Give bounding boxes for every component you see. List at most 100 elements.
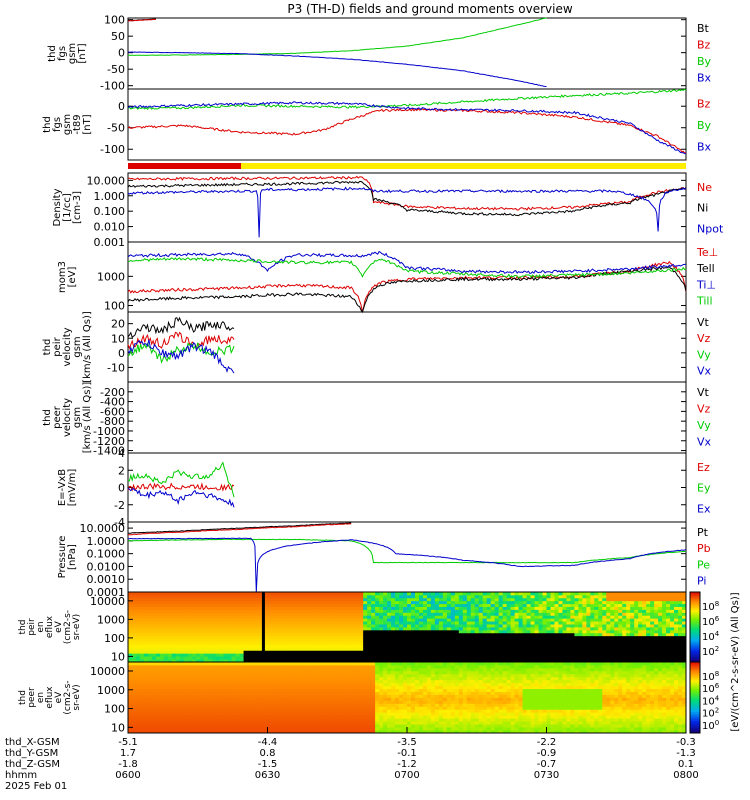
spectrogram-cell [359,691,364,695]
spectrogram-cell [590,644,595,648]
spectrogram-cell [135,697,141,701]
spectrogram-cell [131,664,137,669]
spectrogram-cell [163,712,169,716]
spectrogram-cell [295,664,300,669]
spectrogram-cell [267,694,272,698]
spectrogram-cell [343,679,348,684]
spectrogram-cell [275,700,280,704]
spectrogram-cell [367,653,372,657]
spectrogram-cell [159,694,165,698]
spectrogram-cell [363,624,368,628]
spectrogram-cell [299,712,304,716]
spectrogram-cell [578,600,583,605]
spectrogram-cell [558,629,563,634]
spectrogram-cell [574,647,579,651]
spectrogram-cell [143,709,149,713]
spectrogram-cell [534,600,539,605]
spectrogram-cell [187,718,193,722]
spectrogram-cell [426,638,432,642]
spectrogram-cell [135,709,141,713]
spectrogram-cell [163,673,169,678]
spectrogram-cell [147,609,153,613]
y-tick-label: 1.0000 [87,535,126,548]
spectrogram-cell [291,627,296,631]
spectrogram-cell [410,597,416,602]
spectrogram-cell [502,592,508,596]
spectrogram-cell [139,706,145,710]
spectrogram-cell [486,627,492,631]
spectrogram-cell [522,612,527,616]
spectrogram-cell [351,603,356,607]
spectrogram-cell [151,724,157,728]
spectrogram-cell [319,718,324,722]
spectrogram-cell [299,730,304,734]
spectrogram-cell [550,621,555,625]
spectrogram-cell [594,603,599,607]
spectrogram-cell [279,727,284,731]
spectrogram-cell [239,670,244,675]
spectrogram-cell [351,635,356,640]
spectrogram-cell [283,606,288,610]
spectrogram-cell [207,700,213,704]
spectrogram-cell [191,650,197,654]
spectrogram-cell [323,600,328,605]
spectrogram-cell [367,656,372,660]
spectrogram-cell [351,627,356,631]
spectrogram-cell [267,712,272,716]
spectrogram-cell [203,624,209,628]
spectrogram-cell [343,667,348,672]
spectrogram-cell [275,621,280,625]
spectrogram-cell [155,715,161,719]
spectrogram-cell [315,691,320,695]
spectrogram-cell [335,606,340,610]
spectrogram-cell [371,644,376,648]
spectrogram-cell [618,594,623,599]
spectrogram-cell [642,638,647,642]
spectrogram-cell [287,653,292,657]
spectrogram-cell [367,621,372,625]
spectrogram-cell [371,594,376,599]
spectrogram-cell [339,647,344,651]
spectrogram-cell [128,638,133,642]
spectrogram-cell [223,700,229,704]
spectrogram-cell [247,627,252,631]
spectrogram-cell [582,638,587,642]
spectrogram-cell [530,603,535,607]
spectrogram-cell [630,597,635,602]
spectrogram-cell [135,667,141,672]
spectrogram-cell [167,709,173,713]
spectrogram-cell [387,644,392,648]
spectrogram-cell [135,621,141,625]
spectrogram-cell [279,600,284,605]
spectrogram-cell [395,603,400,607]
spectrogram-cell [371,629,376,634]
spectrogram-cell [131,635,137,640]
spectrogram-cell [135,673,141,678]
spectrogram-cell [135,632,141,637]
spectrogram-cell [662,603,667,607]
spectrogram-cell [379,603,384,607]
spectrogram-cell [143,670,149,675]
spectrogram-cell [554,594,559,599]
spectrogram-cell [682,594,687,599]
spectrogram-cell [566,629,571,634]
spectrogram-cell [502,653,508,657]
spectrogram-cell [311,644,316,648]
spectrogram-cell [387,609,392,613]
spectrogram-cell [395,641,400,645]
spectrogram-cell [235,662,240,666]
spectrogram-cell [343,624,348,628]
spectrogram-cell [558,650,563,654]
spectrogram-cell [319,653,324,657]
spectrogram-cell [143,673,149,678]
spectrogram-cell [251,659,256,663]
spectrogram-cell [203,659,209,663]
spectrogram-cell [151,688,157,692]
spectrogram-cell [347,603,352,607]
spectrogram-cell [650,627,655,631]
spectrogram-cell [259,656,264,660]
y-tick-label: 100 [104,14,125,27]
spectrogram-cell [343,724,348,728]
spectrogram-cell [682,632,687,637]
